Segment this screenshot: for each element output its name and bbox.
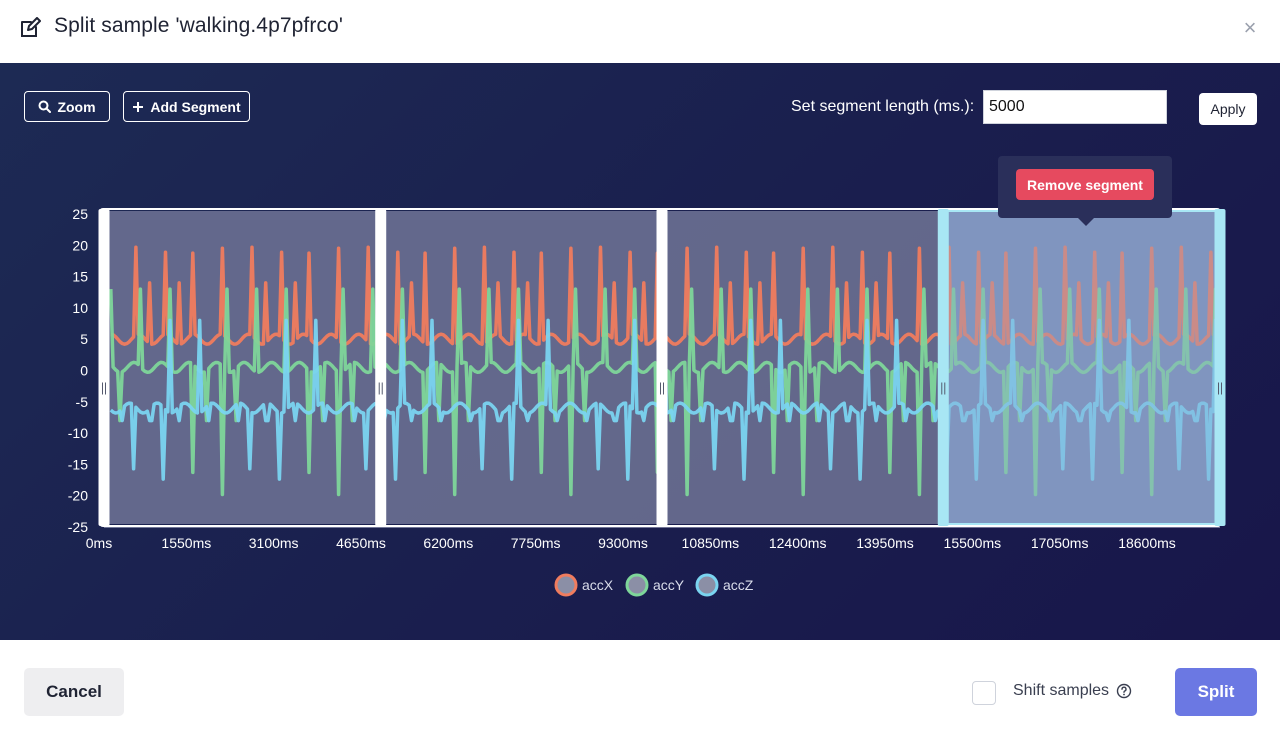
split-button[interactable]: Split: [1175, 668, 1257, 716]
segment-handle-bar: [937, 209, 949, 526]
legend-label: accZ: [723, 577, 754, 593]
segment-length-label: Set segment length (ms.):: [791, 98, 975, 115]
legend-marker-accX: [554, 573, 578, 597]
x-tick-label: 18600ms: [1118, 535, 1176, 551]
x-tick-label: 17050ms: [1031, 535, 1089, 551]
add-segment-button[interactable]: Add Segment: [123, 91, 250, 122]
chart-panel: Zoom Add Segment Set segment length (ms.…: [0, 63, 1280, 640]
legend-label: accX: [582, 577, 614, 593]
x-tick-label: 12400ms: [769, 535, 827, 551]
y-tick-label: 10: [72, 300, 88, 316]
help-circle-icon[interactable]: [1116, 683, 1132, 699]
close-icon[interactable]: ×: [1243, 15, 1257, 40]
y-tick-label: -10: [68, 425, 88, 441]
segment-handle-bar: [1214, 209, 1226, 526]
segment-handle[interactable]: [98, 209, 110, 526]
segment-handle-bar: [656, 209, 668, 526]
shift-samples-label: Shift samples: [1013, 682, 1110, 699]
segment-handle[interactable]: [656, 209, 668, 526]
segment-selection-overlay: [943, 211, 1220, 524]
segment-length-input[interactable]: [983, 90, 1167, 124]
y-tick-label: 5: [80, 331, 88, 347]
x-tick-label: 10850ms: [682, 535, 740, 551]
x-tick-label: 4650ms: [336, 535, 386, 551]
segment-handle[interactable]: [937, 209, 949, 526]
segment-handle[interactable]: [1214, 209, 1226, 526]
apply-button[interactable]: Apply: [1199, 93, 1257, 125]
x-tick-label: 3100ms: [249, 535, 299, 551]
segment-handle-bar: [375, 209, 387, 526]
x-tick-label: 6200ms: [423, 535, 473, 551]
x-tick-label: 15500ms: [944, 535, 1002, 551]
cancel-button[interactable]: Cancel: [24, 668, 124, 716]
legend-label: accY: [653, 577, 685, 593]
legend-marker-accY: [625, 573, 649, 597]
zoom-button[interactable]: Zoom: [24, 91, 110, 122]
x-tick-label: 13950ms: [856, 535, 914, 551]
y-tick-label: -25: [68, 519, 88, 535]
segment-handle[interactable]: [375, 209, 387, 526]
x-tick-label: 0ms: [86, 535, 112, 551]
y-tick-label: -5: [76, 394, 89, 410]
x-tick-label: 7750ms: [511, 535, 561, 551]
dialog-footer: Cancel Shift samples Split: [0, 640, 1280, 741]
dialog-header: Split sample 'walking.4p7pfrco' ×: [0, 0, 1280, 63]
x-tick-label: 9300ms: [598, 535, 648, 551]
dialog-title: Split sample 'walking.4p7pfrco': [54, 14, 343, 37]
y-tick-label: -20: [68, 488, 88, 504]
segment-tooltip: Remove segment: [998, 156, 1172, 226]
pencil-square-icon: [21, 17, 41, 37]
add-segment-label: Add Segment: [150, 98, 241, 115]
zoom-label: Zoom: [57, 98, 96, 115]
search-icon: [38, 100, 52, 113]
plus-icon: [133, 101, 144, 112]
y-tick-label: -15: [68, 456, 88, 472]
remove-segment-button[interactable]: Remove segment: [1016, 169, 1154, 200]
y-tick-label: 0: [80, 363, 88, 379]
shift-samples-checkbox[interactable]: [972, 681, 996, 705]
legend-marker-accZ: [695, 573, 719, 597]
y-tick-label: 15: [72, 269, 88, 285]
y-tick-label: 25: [72, 206, 88, 222]
x-tick-label: 1550ms: [161, 535, 211, 551]
y-tick-label: 20: [72, 237, 88, 253]
segment-handle-bar: [98, 209, 110, 526]
